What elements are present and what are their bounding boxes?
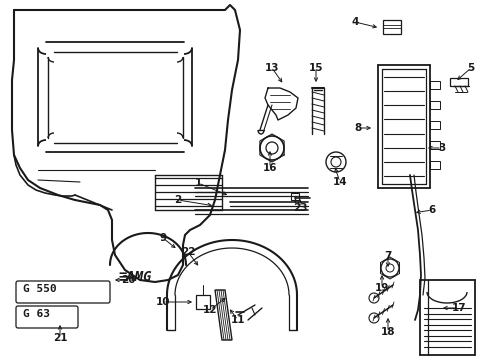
Text: 13: 13 xyxy=(265,63,279,73)
Text: G 550: G 550 xyxy=(23,284,57,294)
Text: 16: 16 xyxy=(263,163,277,173)
Text: 21: 21 xyxy=(53,333,67,343)
Text: 12: 12 xyxy=(203,305,217,315)
Text: 20: 20 xyxy=(121,275,135,285)
Text: 17: 17 xyxy=(452,303,466,313)
Bar xyxy=(430,101,440,109)
Bar xyxy=(430,121,440,129)
Text: 1: 1 xyxy=(195,178,201,188)
Text: 23: 23 xyxy=(293,203,307,213)
Text: 18: 18 xyxy=(381,327,395,337)
Text: 11: 11 xyxy=(231,315,245,325)
FancyBboxPatch shape xyxy=(16,306,78,328)
Text: 15: 15 xyxy=(309,63,323,73)
Polygon shape xyxy=(215,290,232,340)
Text: 14: 14 xyxy=(333,177,347,187)
Text: G 63: G 63 xyxy=(23,309,50,319)
Text: 4: 4 xyxy=(351,17,359,27)
Bar xyxy=(383,20,401,34)
FancyBboxPatch shape xyxy=(16,281,110,303)
Text: 2: 2 xyxy=(174,195,182,205)
Text: ≡AMG: ≡AMG xyxy=(118,270,151,284)
Bar xyxy=(291,193,299,200)
Text: 7: 7 xyxy=(384,251,392,261)
Text: 6: 6 xyxy=(428,205,436,215)
Bar xyxy=(450,78,468,86)
Bar xyxy=(196,295,210,309)
Text: 8: 8 xyxy=(354,123,362,133)
Text: 5: 5 xyxy=(467,63,475,73)
Text: 22: 22 xyxy=(181,247,195,257)
Text: 19: 19 xyxy=(375,283,389,293)
Bar xyxy=(430,141,440,149)
Text: 10: 10 xyxy=(156,297,170,307)
Bar xyxy=(430,161,440,169)
Text: 3: 3 xyxy=(439,143,445,153)
Bar xyxy=(430,81,440,89)
Text: 9: 9 xyxy=(159,233,167,243)
